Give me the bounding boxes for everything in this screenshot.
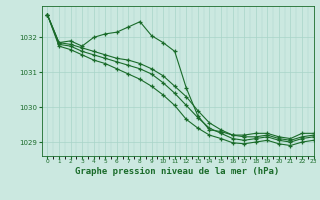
X-axis label: Graphe pression niveau de la mer (hPa): Graphe pression niveau de la mer (hPa) — [76, 167, 280, 176]
